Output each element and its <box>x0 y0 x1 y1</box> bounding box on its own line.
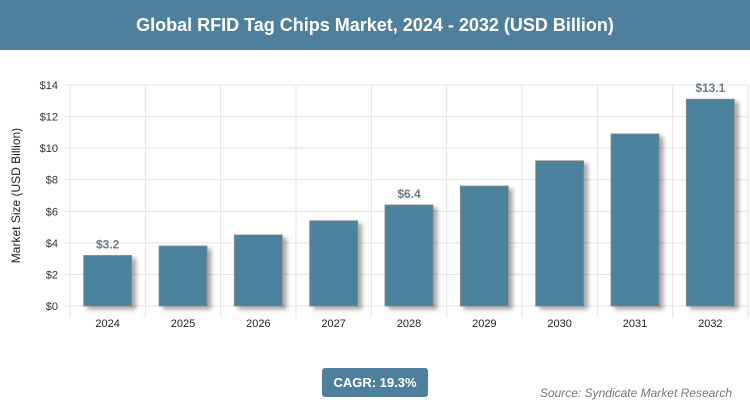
x-tick-label: 2030 <box>547 318 571 330</box>
x-tick-label: 2027 <box>321 318 345 330</box>
y-tick-label: $14 <box>40 80 58 92</box>
y-tick-label: $8 <box>46 175 58 187</box>
bar-2026 <box>233 234 283 307</box>
y-tick-label: $2 <box>46 269 58 281</box>
data-label: $6.4 <box>397 187 421 201</box>
y-tick-label: $6 <box>46 206 58 218</box>
bar-2028 <box>384 204 434 307</box>
x-tick-label: 2029 <box>472 318 496 330</box>
x-tick-label: 2026 <box>246 318 270 330</box>
bar-2025 <box>158 245 208 307</box>
data-label: $13.1 <box>695 81 725 95</box>
y-tick-label: $0 <box>46 301 58 313</box>
bar-chart: $0 $2 $4 $6 $8 $10 $12 $14 Market Size (USD Bill… <box>9 80 749 330</box>
x-tick-label: 2025 <box>171 318 195 330</box>
y-tick-label: $12 <box>40 112 58 124</box>
bar-2031 <box>610 133 660 307</box>
source-note: Source: Syndicate Market Research <box>539 386 732 400</box>
y-tick-label: $10 <box>40 143 58 155</box>
bar-2024 <box>83 255 133 307</box>
bar-2032 <box>685 98 735 307</box>
y-tick-label: $4 <box>46 238 58 250</box>
cagr-badge: CAGR: 19.3% <box>322 368 428 397</box>
x-tick-label: 2032 <box>698 318 722 330</box>
x-tick-label: 2028 <box>397 318 421 330</box>
bar-2029 <box>459 185 509 307</box>
x-tick-label: 2031 <box>623 318 647 330</box>
bar-2027 <box>309 220 359 307</box>
chart-title: Global RFID Tag Chips Market, 2024 - 203… <box>0 0 750 50</box>
data-label: $3.2 <box>96 237 120 251</box>
x-tick-label: 2024 <box>95 318 119 330</box>
y-axis-label: Market Size (USD Billion) <box>9 128 23 263</box>
bar-2030 <box>535 160 585 307</box>
